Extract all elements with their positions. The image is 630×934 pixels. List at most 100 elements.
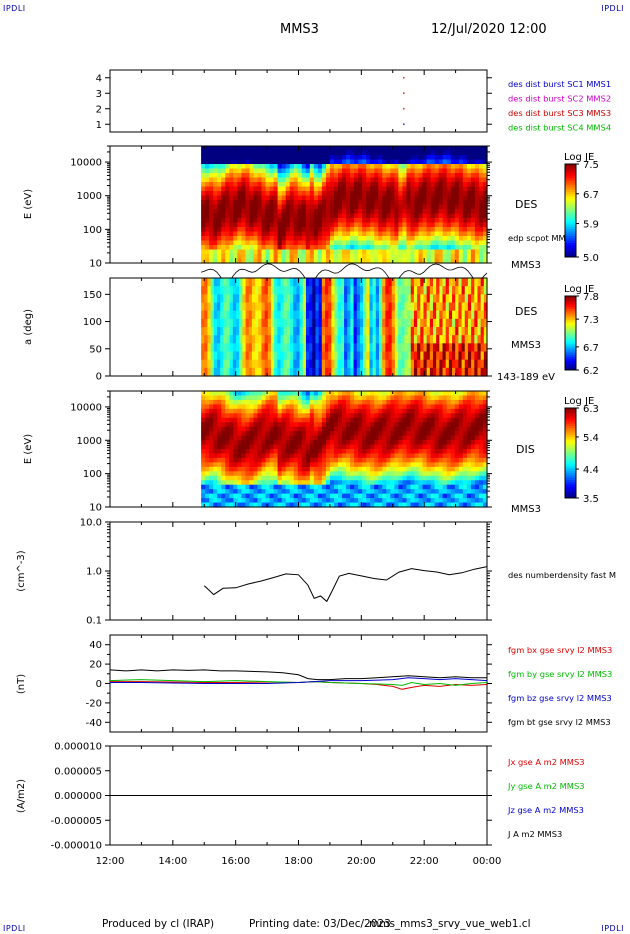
spectrogram-cell — [406, 249, 412, 255]
spectrogram-cell — [366, 422, 371, 428]
spectrogram-cell — [342, 431, 347, 437]
spectrogram-cell — [245, 182, 251, 188]
spectrogram-cell — [321, 399, 327, 405]
spectrogram-cell — [217, 249, 222, 255]
spectrogram-cell — [370, 173, 375, 179]
spectrogram-cell — [257, 484, 263, 490]
spectrogram-cell — [430, 449, 436, 455]
spectrogram-cell — [237, 236, 242, 242]
spectrogram-cell — [301, 489, 307, 495]
spectrogram-cell — [382, 164, 387, 170]
spectrogram-cell — [232, 367, 237, 377]
spectrogram-cell — [204, 335, 209, 344]
spectrogram-cell — [213, 168, 218, 174]
spectrogram-cell — [442, 399, 448, 405]
spectrogram-cell — [461, 310, 466, 320]
spectrogram-cell — [362, 484, 367, 490]
spectrogram-cell — [225, 440, 230, 446]
spectrogram-cell — [478, 195, 484, 201]
spectrogram-cell — [241, 408, 246, 414]
spectrogram-cell — [378, 466, 383, 472]
spectrogram-cell — [249, 498, 255, 504]
colorbar-cell — [565, 203, 576, 207]
spectrogram-cell — [267, 278, 272, 287]
spectrogram-cell — [229, 195, 234, 201]
spectrogram-cell — [370, 413, 375, 419]
spectrogram-cell — [353, 278, 358, 287]
spectrogram-cell — [370, 426, 375, 432]
spectrogram-cell — [413, 310, 418, 320]
spectrogram-cell — [317, 146, 323, 152]
spectrogram-cell — [261, 150, 267, 156]
spectrogram-cell — [321, 489, 327, 495]
spectrogram-cell — [201, 404, 206, 410]
spectrogram-cell — [470, 164, 476, 170]
spectrogram-cell — [470, 195, 476, 201]
spectrogram-cell — [273, 182, 279, 188]
spectrogram-cell — [442, 480, 448, 486]
spectrogram-cell — [269, 391, 275, 397]
spectrogram-cell — [402, 426, 408, 432]
spectrogram-cell — [201, 240, 206, 246]
spectrogram-cell — [221, 480, 226, 486]
spectrogram-cell — [239, 359, 244, 369]
spectrogram-cell — [410, 258, 416, 264]
spectrogram-cell — [346, 231, 351, 237]
spectrogram-cell — [442, 367, 447, 377]
spectrogram-cell — [261, 240, 267, 246]
spectrogram-cell — [273, 493, 279, 499]
spectrogram-cell — [205, 218, 210, 224]
spectrogram-cell — [418, 426, 424, 432]
spectrogram-cell — [281, 449, 287, 455]
colorbar-cell — [565, 189, 576, 193]
spectrogram-cell — [274, 294, 278, 304]
spectrogram-cell — [257, 408, 263, 414]
spectrogram-cell — [309, 168, 315, 174]
spectrogram-cell — [442, 164, 448, 170]
spectrogram-cell — [220, 367, 224, 377]
colorbar-cell — [565, 321, 576, 325]
spectrogram-cell — [382, 150, 387, 156]
spectrogram-cell — [394, 462, 400, 468]
spectrogram-cell — [270, 318, 275, 328]
spectrogram-cell — [458, 426, 464, 432]
spectrogram-cell — [223, 351, 228, 361]
spectrogram-cell — [277, 404, 283, 410]
spectrogram-cell — [281, 191, 287, 197]
spectrogram-cell — [366, 489, 371, 495]
spectrogram-cell — [309, 498, 315, 504]
spectrogram-cell — [414, 245, 420, 251]
spectrogram-cell — [277, 204, 283, 210]
spectrogram-cell — [410, 231, 416, 237]
spectrogram-cell — [281, 404, 287, 410]
spectrogram-cell — [390, 480, 395, 486]
spectrogram-cell — [362, 191, 367, 197]
spectrogram-cell — [305, 480, 311, 486]
spectrogram-cell — [249, 444, 255, 450]
spectrogram-cell — [328, 335, 332, 344]
spectrogram-cell — [329, 182, 335, 188]
spectrogram-cell — [253, 462, 259, 468]
spectrogram-cell — [305, 254, 311, 260]
spectrogram-cell — [391, 318, 396, 328]
spectrogram-cell — [221, 391, 226, 397]
spectrogram-cell — [209, 249, 214, 255]
spectrogram-cell — [221, 159, 226, 165]
spectrogram-cell — [305, 435, 311, 441]
spectrogram-cell — [329, 462, 335, 468]
spectrogram-cell — [265, 466, 271, 472]
spectrogram-cell — [309, 367, 313, 377]
spectrogram-cell — [359, 327, 364, 336]
spectrogram-cell — [209, 159, 214, 165]
spectrogram-cell — [209, 391, 214, 397]
spectrogram-cell — [430, 173, 436, 179]
spectrogram-cell — [414, 444, 420, 450]
colorbar-title: Log JE — [564, 152, 594, 163]
spectrogram-cell — [281, 213, 287, 219]
spectrogram-cell — [321, 471, 327, 477]
spectrogram-cell — [325, 413, 331, 419]
spectrogram-cell — [354, 231, 359, 237]
spectrogram-cell — [450, 191, 456, 197]
spectrogram-cell — [342, 177, 347, 183]
spectrogram-cell — [317, 222, 323, 228]
